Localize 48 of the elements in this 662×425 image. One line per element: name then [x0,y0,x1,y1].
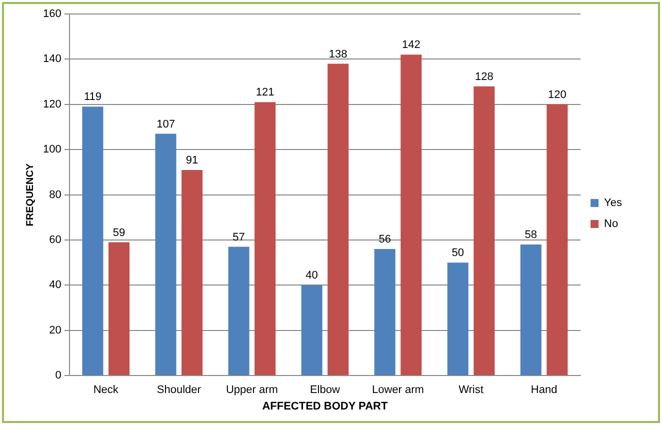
legend-label: Yes [604,197,622,210]
bar [400,54,422,376]
data-label: 40 [306,270,318,282]
bar [182,170,203,376]
y-tick-label: 100 [42,144,62,156]
x-tick-label: Lower arm [372,384,424,396]
y-tick-label: 140 [42,53,62,66]
x-tick-label: Upper arm [226,384,278,396]
bar [108,242,130,376]
data-label: 59 [112,226,126,239]
bar [254,102,276,376]
y-tick-label: 20 [49,324,62,336]
data-label: 119 [84,91,102,104]
data-label: 138 [328,48,348,60]
bar [228,246,250,376]
data-label: 142 [402,39,420,52]
data-label: 57 [232,231,245,244]
x-tick-label: Shoulder [156,384,202,396]
data-label: 121 [256,86,274,99]
y-tick-label: 160 [42,8,62,20]
y-tick-label: 0 [55,370,62,382]
bar [155,134,176,376]
bar [328,64,349,376]
data-label: 107 [156,118,175,130]
y-tick-label: 80 [49,188,62,201]
x-tick-label: Elbow [310,384,340,396]
y-tick-label: 40 [49,279,62,292]
y-axis-title: FREQUENCY [24,163,36,226]
bar [546,104,568,376]
x-tick-label: Hand [530,384,558,396]
x-tick-label: Wrist [458,384,484,396]
bar [374,249,396,376]
bar [520,244,542,376]
data-label: 91 [186,154,198,166]
bar [447,262,468,376]
data-label: 56 [378,234,391,246]
bar [474,86,495,376]
x-axis-title: AFFECTED BODY PART [262,400,388,412]
data-label: 58 [524,229,538,242]
y-tick-label: 120 [42,98,62,110]
x-tick-label: Neck [93,384,119,396]
bar [82,106,104,376]
y-tick-label: 60 [49,234,62,246]
data-label: 120 [548,88,566,101]
bar [301,285,322,376]
data-label: 50 [452,247,464,260]
data-label: 128 [474,70,494,83]
legend-label: No [604,218,618,230]
